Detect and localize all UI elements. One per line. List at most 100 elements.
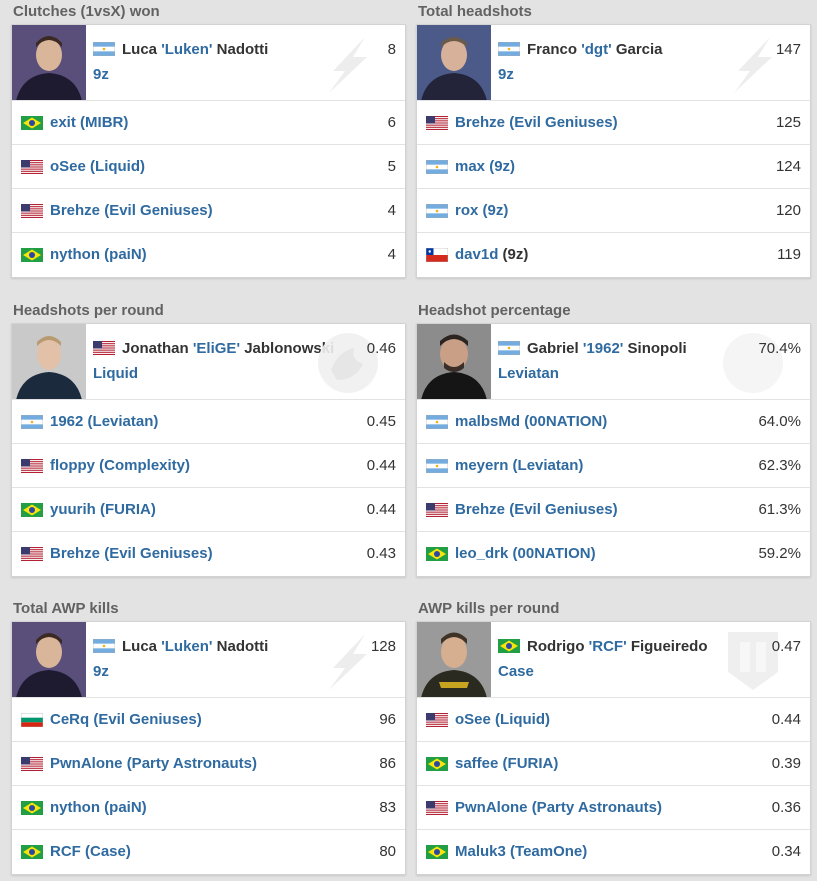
player-name: nython [50, 246, 100, 263]
section-clutches: Clutches (1vsX) won Luca 'Luken' Nadotti… [11, 0, 406, 278]
list-item: saffee (FURIA) 0.39 [417, 742, 810, 786]
player-link[interactable]: Brehze (Evil Geniuses) [455, 114, 618, 131]
section-headshots-per-round: Headshots per round Jonathan 'EliGE' Jab… [11, 299, 406, 577]
flag-icon [21, 160, 43, 174]
stat-value: 6 [387, 114, 396, 131]
leader-top[interactable]: Rodrigo 'RCF' Figueiredo Case 0.47 [417, 622, 810, 698]
player-avatar[interactable] [417, 25, 491, 100]
flag-icon [426, 116, 448, 130]
list-item: dav1d (9z) 119 [417, 233, 810, 277]
player-avatar[interactable] [12, 25, 86, 100]
player-link[interactable]: rox (9z) [455, 202, 508, 219]
player-link[interactable]: yuurih (FURIA) [50, 501, 156, 518]
leader-team-link[interactable]: 9z [93, 66, 109, 83]
player-link[interactable]: nython (paiN) [50, 246, 147, 263]
section-title: AWP kills per round [418, 600, 560, 617]
player-link[interactable]: meyern (Leviatan) [455, 457, 583, 474]
player-link[interactable]: Brehze (Evil Geniuses) [50, 202, 213, 219]
list-item: oSee (Liquid) 0.44 [417, 698, 810, 742]
leader-team-link[interactable]: Leviatan [498, 365, 559, 382]
player-link[interactable]: leo_drk (00NATION) [455, 545, 596, 562]
player-avatar[interactable] [12, 622, 86, 697]
last-name: Figueiredo [630, 638, 708, 655]
player-avatar[interactable] [417, 324, 491, 399]
player-link[interactable]: saffee (FURIA) [455, 755, 558, 772]
flag-icon [426, 713, 448, 727]
leader-team-link[interactable]: Case [498, 663, 534, 680]
team-name: (00NATION) [524, 413, 608, 430]
9z-logo-icon [734, 37, 772, 93]
leader-name[interactable]: Gabriel '1962' Sinopoli [498, 340, 687, 357]
leader-name[interactable]: Rodrigo 'RCF' Figueiredo [498, 638, 707, 655]
list-item: rox (9z) 120 [417, 189, 810, 233]
flag-icon [93, 341, 115, 355]
leader-top[interactable]: Franco 'dgt' Garcia 9z 147 [417, 25, 810, 101]
leader-box: Franco 'dgt' Garcia 9z 147 Brehze (Evil … [416, 24, 811, 278]
first-name: Rodrigo [527, 638, 585, 655]
player-avatar[interactable] [417, 622, 491, 697]
flag-icon [21, 503, 43, 517]
player-link[interactable]: RCF (Case) [50, 843, 131, 860]
player-link[interactable]: Brehze (Evil Geniuses) [455, 501, 618, 518]
player-link[interactable]: CeRq (Evil Geniuses) [50, 711, 202, 728]
flag-icon [426, 415, 448, 429]
player-link[interactable]: exit (MIBR) [50, 114, 128, 131]
player-link[interactable]: Maluk3 (TeamOne) [455, 843, 587, 860]
team-name: (9z) [489, 158, 516, 175]
leader-value: 0.47 [771, 638, 801, 655]
player-name: Maluk3 [455, 843, 506, 860]
leader-top[interactable]: Luca 'Luken' Nadotti 9z 8 [12, 25, 405, 101]
section-title: Headshots per round [13, 302, 164, 319]
player-link[interactable]: 1962 (Leviatan) [50, 413, 158, 430]
team-name: (Case) [85, 843, 131, 860]
section-title: Total AWP kills [13, 600, 119, 617]
section-title: Clutches (1vsX) won [13, 3, 160, 20]
leader-name[interactable]: Franco 'dgt' Garcia [498, 41, 663, 58]
leader-value: 70.4% [758, 340, 801, 357]
team-name: (9z) [502, 246, 529, 263]
player-link[interactable]: oSee (Liquid) [455, 711, 550, 728]
team-name: (Party Astronauts) [126, 755, 257, 772]
player-link[interactable]: PwnAlone (Party Astronauts) [455, 799, 662, 816]
stat-value: 62.3% [758, 457, 801, 474]
first-name: Gabriel [527, 340, 579, 357]
leader-value: 128 [370, 638, 396, 655]
leader-top[interactable]: Luca 'Luken' Nadotti 9z 128 [12, 622, 405, 698]
leader-name[interactable]: Luca 'Luken' Nadotti [93, 638, 268, 655]
player-link[interactable]: PwnAlone (Party Astronauts) [50, 755, 257, 772]
player-link[interactable]: malbsMd (00NATION) [455, 413, 607, 430]
player-name: Brehze [455, 501, 506, 518]
player-link[interactable]: floppy (Complexity) [50, 457, 190, 474]
leader-box: Rodrigo 'RCF' Figueiredo Case 0.47 oSee … [416, 621, 811, 875]
team-name: (FURIA) [502, 755, 559, 772]
player-name: dav1d [455, 246, 499, 263]
leader-team-link[interactable]: Liquid [93, 365, 138, 382]
first-name: Franco [527, 41, 578, 58]
stat-value: 5 [387, 158, 396, 175]
list-item: PwnAlone (Party Astronauts) 0.36 [417, 786, 810, 830]
flag-icon [426, 801, 448, 815]
leader-name[interactable]: Jonathan 'EliGE' Jablonowski [93, 340, 334, 357]
leader-value: 147 [775, 41, 801, 58]
stat-value: 4 [387, 246, 396, 263]
stat-value: 96 [379, 711, 396, 728]
list-item: floppy (Complexity) 0.44 [12, 444, 405, 488]
player-name: meyern [455, 457, 509, 474]
leader-top[interactable]: Gabriel '1962' Sinopoli Leviatan 70.4% [417, 324, 810, 400]
liquid-logo-icon [318, 333, 378, 393]
player-link[interactable]: max (9z) [455, 158, 515, 175]
player-link[interactable]: Brehze (Evil Geniuses) [50, 545, 213, 562]
list-item: leo_drk (00NATION) 59.2% [417, 532, 810, 576]
player-link[interactable]: oSee (Liquid) [50, 158, 145, 175]
player-name: yuurih [50, 501, 96, 518]
leader-top[interactable]: Jonathan 'EliGE' Jablonowski Liquid 0.46 [12, 324, 405, 400]
team-name: (Evil Geniuses) [104, 545, 213, 562]
leader-name[interactable]: Luca 'Luken' Nadotti [93, 41, 268, 58]
player-avatar[interactable] [12, 324, 86, 399]
list-item: nython (paiN) 4 [12, 233, 405, 277]
player-link[interactable]: nython (paiN) [50, 799, 147, 816]
leader-team-link[interactable]: 9z [93, 663, 109, 680]
player-link[interactable]: dav1d (9z) [455, 246, 528, 263]
leader-team-link[interactable]: 9z [498, 66, 514, 83]
player-name: oSee [50, 158, 86, 175]
